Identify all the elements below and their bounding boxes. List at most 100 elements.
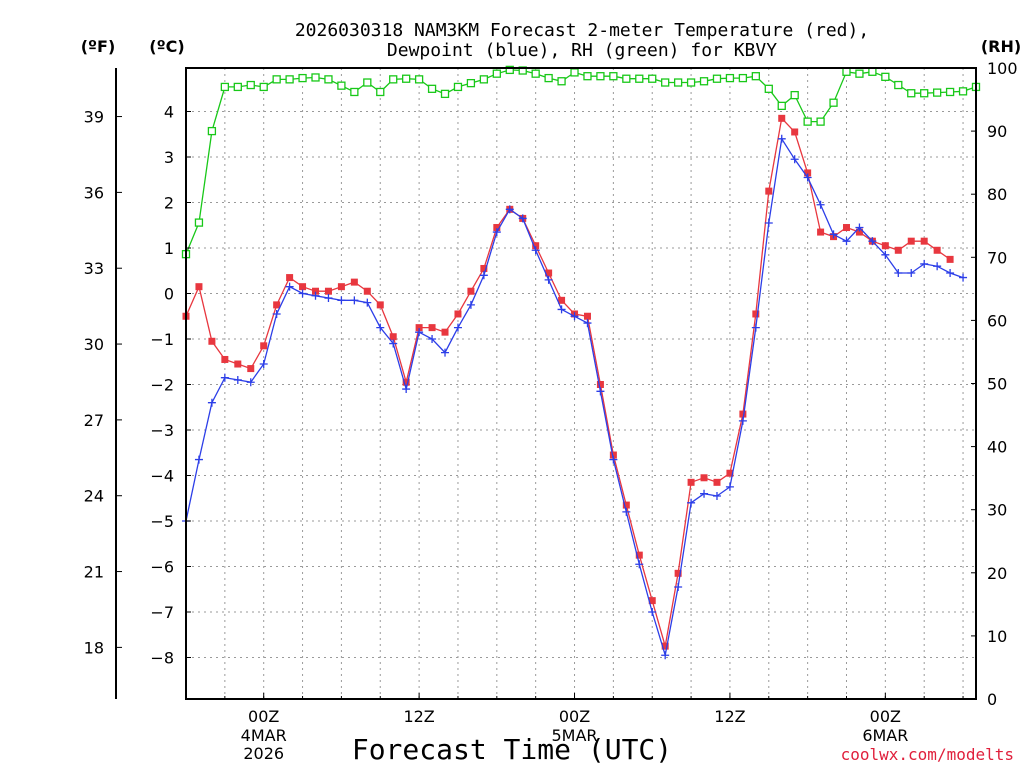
dewpoint-point xyxy=(233,375,242,384)
rh-point xyxy=(932,88,942,97)
rh-point xyxy=(207,126,217,136)
temperature-point xyxy=(596,381,604,388)
temperature-point xyxy=(273,301,281,309)
rh-point xyxy=(868,67,877,76)
time-tick-label: 12Z xyxy=(403,707,434,726)
temperature-point xyxy=(752,310,760,318)
credit-link[interactable]: coolwx.com/modelts xyxy=(841,745,1014,764)
rh-point xyxy=(324,75,333,84)
rh-tick-label: 0 xyxy=(987,690,997,709)
temperature-point xyxy=(778,114,786,122)
plot-frame xyxy=(185,67,977,700)
temperature-point xyxy=(337,283,345,291)
temperature-point xyxy=(946,255,954,263)
celsius-tick-label: −8 xyxy=(150,649,174,668)
celsius-tick-label: −3 xyxy=(150,421,174,440)
rh-point xyxy=(414,75,424,84)
rh-point xyxy=(259,82,268,92)
rh-point xyxy=(622,74,631,83)
dewpoint-point xyxy=(635,560,644,569)
rh-point xyxy=(246,80,255,90)
temperature-point xyxy=(739,410,747,418)
temperature-point xyxy=(208,337,216,345)
dewpoint-point xyxy=(751,323,760,332)
temperature-point xyxy=(558,296,566,304)
rh-point xyxy=(920,89,929,98)
temperature-point xyxy=(894,246,902,254)
grid-lines xyxy=(186,68,976,699)
dewpoint-point xyxy=(855,223,864,232)
rh-point xyxy=(376,87,385,97)
fahrenheit-tick-label: 21 xyxy=(84,563,104,582)
date-tick-label: 6MAR xyxy=(862,726,908,745)
rh-point xyxy=(337,81,346,90)
fahrenheit-tick-label: 33 xyxy=(84,259,104,278)
dewpoint-point xyxy=(207,398,216,407)
dewpoint-point xyxy=(712,491,721,500)
dewpoint-point xyxy=(453,323,462,332)
rh-tick-label: 50 xyxy=(987,375,1007,394)
dewpoint-point xyxy=(337,296,346,305)
rh-point xyxy=(661,78,670,87)
rh-point xyxy=(220,82,230,92)
celsius-tick-label: 0 xyxy=(164,285,174,304)
rh-point xyxy=(738,73,748,83)
year-tick-label: 2026 xyxy=(243,744,284,763)
rh-point xyxy=(505,65,514,75)
rh-point xyxy=(427,84,437,93)
chart-title-line-1: 2026030318 NAM3KM Forecast 2-meter Tempe… xyxy=(295,20,869,41)
temperature-point xyxy=(545,269,553,277)
rh-line xyxy=(185,69,977,255)
rh-point xyxy=(648,74,657,83)
dewpoint-point xyxy=(583,319,592,328)
dewpoint-point xyxy=(441,348,450,357)
celsius-tick-label: −4 xyxy=(150,467,174,486)
x-axis-title: Forecast Time (UTC) xyxy=(352,733,672,766)
dewpoint-point xyxy=(557,305,566,314)
rh-point xyxy=(402,74,411,83)
dewpoint-point xyxy=(298,289,307,298)
celsius-tick-label: 2 xyxy=(164,194,174,213)
celsius-tick-label: 3 xyxy=(164,148,174,167)
dewpoint-point xyxy=(816,200,825,209)
rh-point xyxy=(751,72,760,81)
dewpoint-point xyxy=(959,273,968,282)
dewpoint-point xyxy=(428,335,437,343)
rh-tick-label: 60 xyxy=(987,311,1007,330)
temperature-point xyxy=(622,501,630,509)
temperature-point xyxy=(933,246,941,254)
rh-tick-label: 10 xyxy=(987,627,1007,646)
fahrenheit-unit-label: (ºF) xyxy=(81,37,116,56)
dewpoint-point xyxy=(907,269,916,278)
rh-point xyxy=(609,72,618,81)
dewpoint-point xyxy=(311,291,320,300)
rh-point xyxy=(492,69,501,78)
temperature-point xyxy=(428,324,436,332)
celsius-tick-label: −7 xyxy=(150,603,174,622)
dewpoint-point xyxy=(790,155,799,164)
rh-point xyxy=(699,77,709,86)
temperature-point xyxy=(376,301,384,309)
rh-point xyxy=(686,78,696,87)
rh-point xyxy=(233,82,242,92)
rh-point xyxy=(907,89,916,98)
celsius-unit-label: (ºC) xyxy=(149,37,184,56)
rh-point xyxy=(350,87,359,97)
dewpoint-point xyxy=(376,323,385,332)
temperature-point xyxy=(648,597,656,605)
dewpoint-point xyxy=(648,608,657,616)
axis-labels: 43210−1−2−3−4−5−6−7−83936333027242118100… xyxy=(84,59,1018,763)
rh-point xyxy=(479,75,489,84)
temperature-point xyxy=(324,287,332,295)
dewpoint-point xyxy=(363,298,372,307)
dewpoint-point xyxy=(894,269,903,278)
dewpoint-point xyxy=(272,309,281,318)
dewpoint-point xyxy=(868,237,877,246)
temperature-point xyxy=(726,469,734,477)
dewpoint-point xyxy=(803,173,812,182)
rh-point xyxy=(842,67,851,76)
rh-point xyxy=(596,72,605,81)
temperature-point xyxy=(791,128,799,136)
dewpoint-point xyxy=(570,312,579,321)
rh-point xyxy=(958,87,968,96)
